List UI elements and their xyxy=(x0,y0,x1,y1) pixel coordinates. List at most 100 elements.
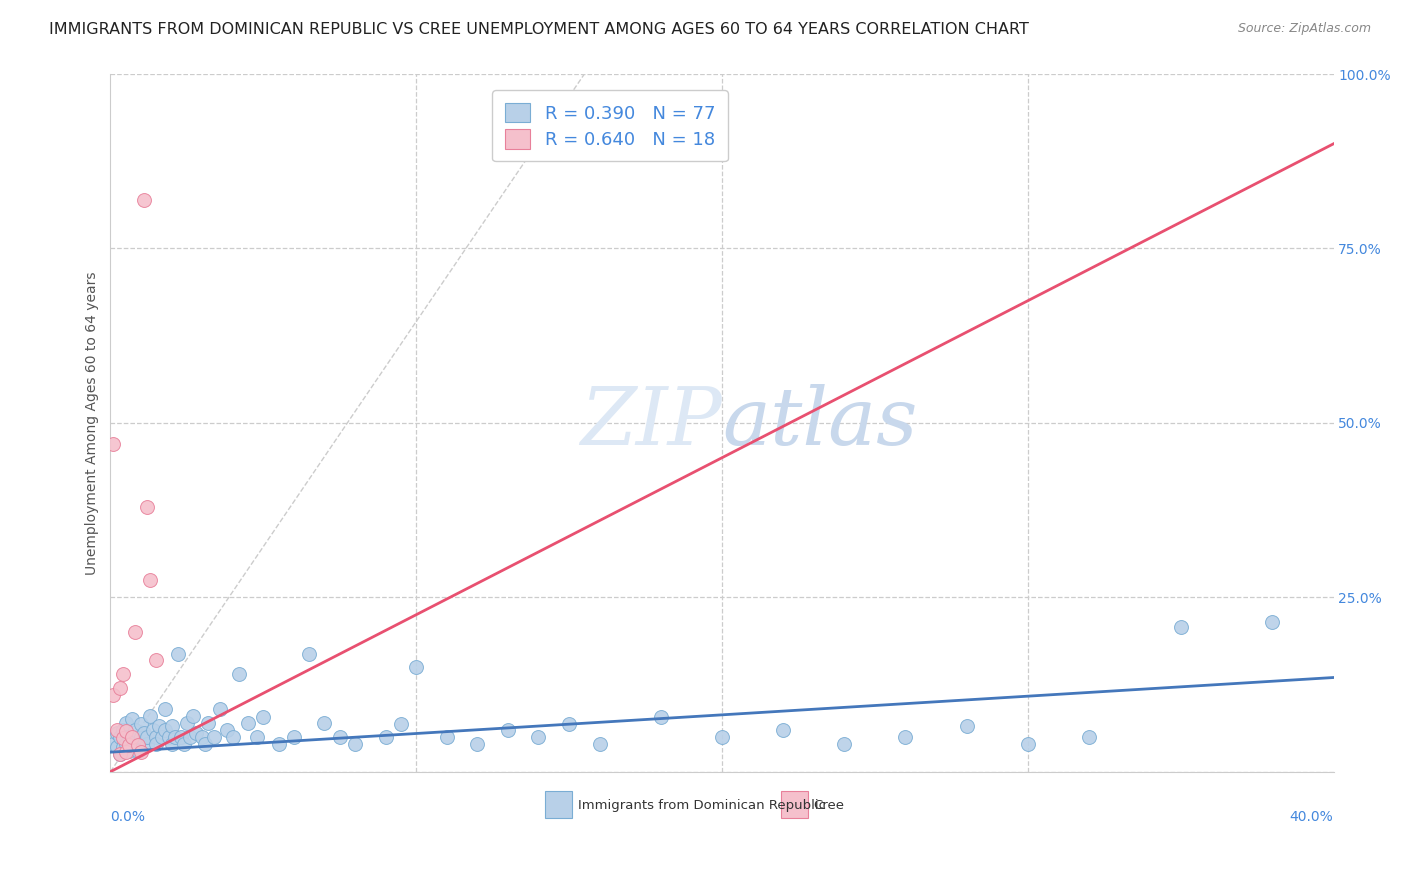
Point xyxy=(145,730,167,744)
Point xyxy=(105,726,128,740)
Point xyxy=(127,744,149,758)
Point xyxy=(124,730,146,744)
Point xyxy=(496,723,519,737)
FancyBboxPatch shape xyxy=(544,791,571,818)
Point xyxy=(103,737,125,751)
Point xyxy=(194,737,217,751)
Point xyxy=(374,730,396,744)
Point xyxy=(228,667,250,681)
Point xyxy=(129,730,152,744)
Point xyxy=(145,653,167,667)
Legend: R = 0.390   N = 77, R = 0.640   N = 18: R = 0.390 N = 77, R = 0.640 N = 18 xyxy=(492,90,728,161)
Point xyxy=(191,730,214,744)
Point xyxy=(267,737,290,751)
Text: ZIP: ZIP xyxy=(581,384,721,462)
Point xyxy=(121,737,143,751)
Point xyxy=(129,717,152,731)
Point xyxy=(1017,737,1039,751)
Y-axis label: Unemployment Among Ages 60 to 64 years: Unemployment Among Ages 60 to 64 years xyxy=(86,271,100,574)
Point xyxy=(148,719,170,733)
Point xyxy=(344,737,367,751)
Point xyxy=(252,710,274,724)
Point xyxy=(105,740,128,755)
Point xyxy=(236,715,259,730)
Point xyxy=(132,726,155,740)
Point xyxy=(173,737,195,751)
Point xyxy=(650,710,672,724)
Point xyxy=(111,667,134,681)
Point xyxy=(894,730,917,744)
Point xyxy=(160,737,183,751)
Point xyxy=(139,709,162,723)
Text: IMMIGRANTS FROM DOMINICAN REPUBLIC VS CREE UNEMPLOYMENT AMONG AGES 60 TO 64 YEAR: IMMIGRANTS FROM DOMINICAN REPUBLIC VS CR… xyxy=(49,22,1029,37)
Point xyxy=(163,730,186,744)
Point xyxy=(1261,615,1284,629)
Text: Source: ZipAtlas.com: Source: ZipAtlas.com xyxy=(1237,22,1371,36)
Point xyxy=(222,730,245,744)
Point xyxy=(118,744,141,758)
Point xyxy=(283,730,305,744)
Point xyxy=(832,737,855,751)
Point xyxy=(298,648,321,662)
Point xyxy=(157,730,180,744)
Point xyxy=(150,730,173,744)
Point xyxy=(111,723,134,737)
Point xyxy=(155,723,177,737)
Point xyxy=(558,717,581,731)
Point xyxy=(588,737,610,751)
Point xyxy=(111,731,134,746)
Point xyxy=(181,709,204,723)
Point xyxy=(129,745,152,759)
Point xyxy=(108,747,131,762)
Point xyxy=(170,730,193,744)
Point xyxy=(108,681,131,695)
Point xyxy=(118,738,141,752)
Point xyxy=(436,730,458,744)
Point xyxy=(772,723,794,737)
Point xyxy=(139,573,162,587)
Point xyxy=(124,625,146,640)
Point xyxy=(155,702,177,716)
Point xyxy=(114,724,136,739)
Point xyxy=(114,737,136,751)
Point xyxy=(108,730,131,744)
Point xyxy=(329,730,352,744)
Point xyxy=(184,726,207,740)
Point xyxy=(389,717,412,731)
Point xyxy=(955,719,977,733)
Text: Immigrants from Dominican Republic: Immigrants from Dominican Republic xyxy=(578,798,825,812)
Point xyxy=(108,747,131,762)
Text: Cree: Cree xyxy=(814,798,845,812)
Point xyxy=(121,730,143,744)
Point xyxy=(467,737,489,751)
Point xyxy=(114,745,136,759)
Point xyxy=(179,730,201,744)
Point xyxy=(136,730,159,744)
Point xyxy=(176,715,198,730)
Point xyxy=(209,702,232,716)
Point xyxy=(246,730,269,744)
Point xyxy=(105,723,128,737)
Point xyxy=(127,738,149,752)
Point xyxy=(215,723,238,737)
Point xyxy=(1077,730,1099,744)
Point xyxy=(136,500,159,514)
FancyBboxPatch shape xyxy=(780,791,807,818)
Point xyxy=(142,723,165,737)
Point xyxy=(160,719,183,733)
Point xyxy=(405,660,427,674)
Point xyxy=(527,730,550,744)
Point xyxy=(136,737,159,751)
Point xyxy=(124,723,146,737)
Text: 0.0%: 0.0% xyxy=(111,810,145,824)
Point xyxy=(127,737,149,751)
Point xyxy=(710,730,733,744)
Point xyxy=(114,715,136,730)
Point xyxy=(166,648,188,662)
Point xyxy=(103,688,125,702)
Point xyxy=(202,730,225,744)
Point xyxy=(145,737,167,751)
Text: 40.0%: 40.0% xyxy=(1289,810,1333,824)
Point xyxy=(1170,619,1192,633)
Point xyxy=(314,715,336,730)
